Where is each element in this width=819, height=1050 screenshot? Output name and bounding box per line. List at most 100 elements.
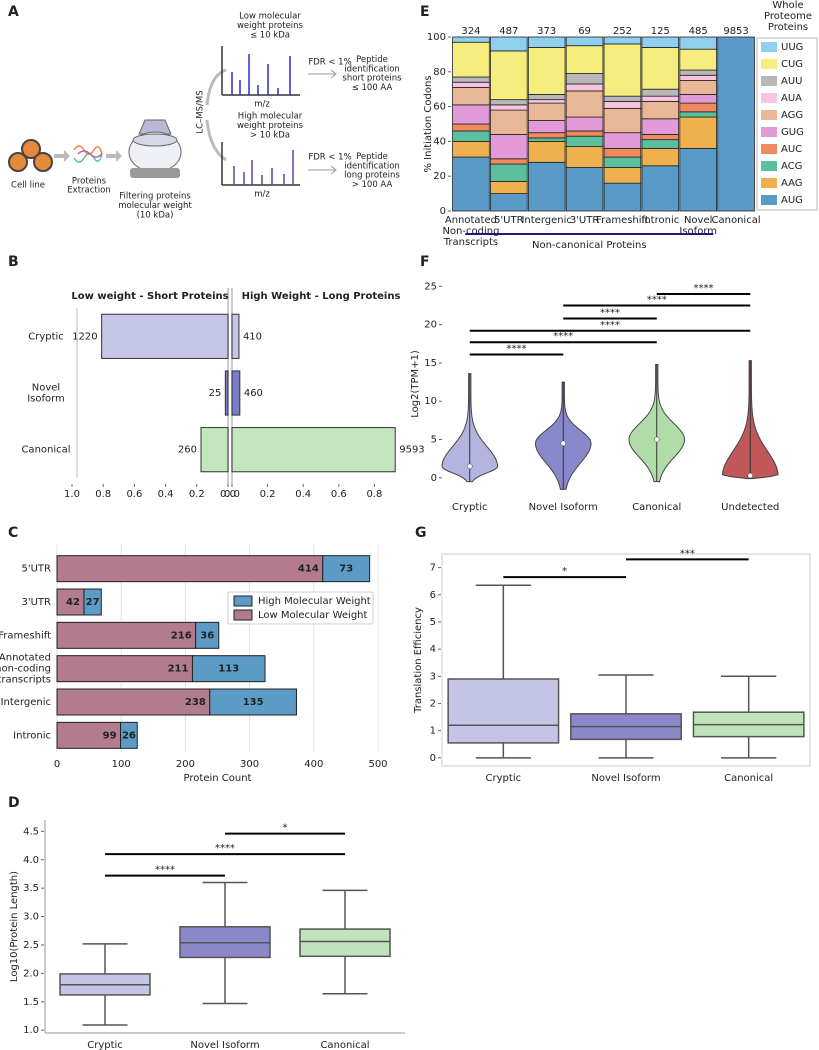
bar-segment [603,156,642,168]
x-tick-label: 0.6 [331,489,347,500]
text-line: > 100 AA [352,180,393,190]
bar-segment [452,140,490,158]
panel-label: A [8,4,19,20]
fraction-label: Low molecular weight proteins ≤ 10 kDa [237,11,304,40]
bar-segment [452,76,490,83]
count-label: 69 [578,26,591,37]
category-label: Undetected [721,502,779,513]
x-tick-label: 0.2 [260,489,276,500]
bar-segment [527,102,566,121]
y-tick-label: 20 [424,320,437,331]
category-label: 5'UTR [494,215,524,226]
bar-segment [490,193,528,212]
y-tick-label: 1.5 [23,997,39,1008]
y-tick-label: 4.0 [23,855,39,866]
category-label: Canonical [724,773,773,784]
text-line: ≤ 10 kDa [250,30,290,40]
median-dot [560,440,566,447]
category-label: Cryptic [452,502,488,513]
y-tick-label: 0 [440,206,446,217]
legend-swatch [761,144,777,154]
text-line: Proteins [768,22,808,33]
bar-segment [83,588,102,616]
category-label: Canonical [712,215,761,226]
spectrum [221,142,300,186]
spectrum [221,46,300,96]
value-label: 99 [103,730,117,741]
y-tick-label: 0 [430,753,436,764]
bar-segment [56,655,193,683]
value-label: 73 [339,564,353,575]
y-tick-label: 3 [430,671,436,682]
y-tick-label: 2.5 [23,940,39,951]
text-line: transcripts [0,675,51,686]
y-axis-label: % Initiation Codons [423,75,434,172]
filter-label: FDR < 1% [308,153,351,163]
text-line: molecular weight [118,201,192,211]
legend-swatch [761,127,777,137]
median-dot [747,472,753,479]
bar-segment [603,132,642,149]
legend-label: AUC [781,144,802,155]
workflow-diagram: A Cell line Proteins Extraction Filtering… [8,4,402,220]
text-line: Whole [772,0,803,11]
fraction-label: High molecular weight proteins > 10 kDa [237,111,304,140]
bar-segment [452,41,490,78]
y-tick-label: 2 [430,698,436,709]
cell-icon [33,152,53,172]
legend-label: AUU [781,76,802,87]
x-tick-label: 0.0 [220,489,236,500]
bar-segment [56,621,197,649]
bar-segment [452,104,490,125]
text-line: (10 kDa) [137,210,174,220]
text-line: High molecular [238,111,303,121]
bar-segment [452,81,490,88]
count-label: 25 [209,388,222,399]
bar-segment [565,146,604,168]
bar [224,370,229,416]
text-line: non-coding [0,664,51,675]
category-label: Frameshift [0,630,51,641]
significance-label: **** [600,307,620,318]
y-tick-label: 60 [433,102,446,113]
x-tick-label: 500 [368,759,387,770]
bar-segment [527,161,566,212]
category-label: Cryptic [28,331,64,342]
panel-label: F [420,254,430,270]
y-tick-label: 40 [433,136,446,147]
arrow [64,150,70,162]
x-tick-label: 0.8 [366,489,382,500]
bar-segment [603,95,642,102]
bar-segment [527,47,566,95]
y-axis-label: Translation Efficiency [413,607,424,714]
legend-label: GUG [781,127,804,138]
panel-label: G [415,525,427,541]
bar-segment [452,36,490,43]
text-line: Filtering proteins [119,191,191,201]
filter-icon [130,168,180,178]
count-label: 1220 [72,331,97,342]
x-tick-label: 0.6 [126,489,142,500]
count-label: 260 [178,445,197,456]
bar-segment [452,87,490,106]
category-label: Intronic [13,730,51,741]
legend-label: High Molecular Weight [258,596,371,607]
axis-label: m/z [254,100,270,110]
y-axis-label: Log10(Protein Length) [9,871,20,982]
median-dot [654,436,660,443]
category-label: Novel Isoform [27,383,65,405]
result-label: Peptide identification long proteins > 100 … [344,151,400,189]
bar-segment [679,48,717,71]
arrow [116,150,122,162]
legend-label: AAG [781,178,803,189]
bar-segment [641,165,680,212]
bar-segment [641,118,680,135]
series-title: High Weight - Long Proteins [242,291,401,302]
legend-label: UUG [781,42,803,53]
bar-segment [191,655,266,683]
x-tick-label: 400 [304,759,323,770]
bar-segment [603,147,642,158]
bar-segment [490,36,528,52]
text-line: identification [344,161,400,171]
x-tick-label: 0 [54,759,60,770]
